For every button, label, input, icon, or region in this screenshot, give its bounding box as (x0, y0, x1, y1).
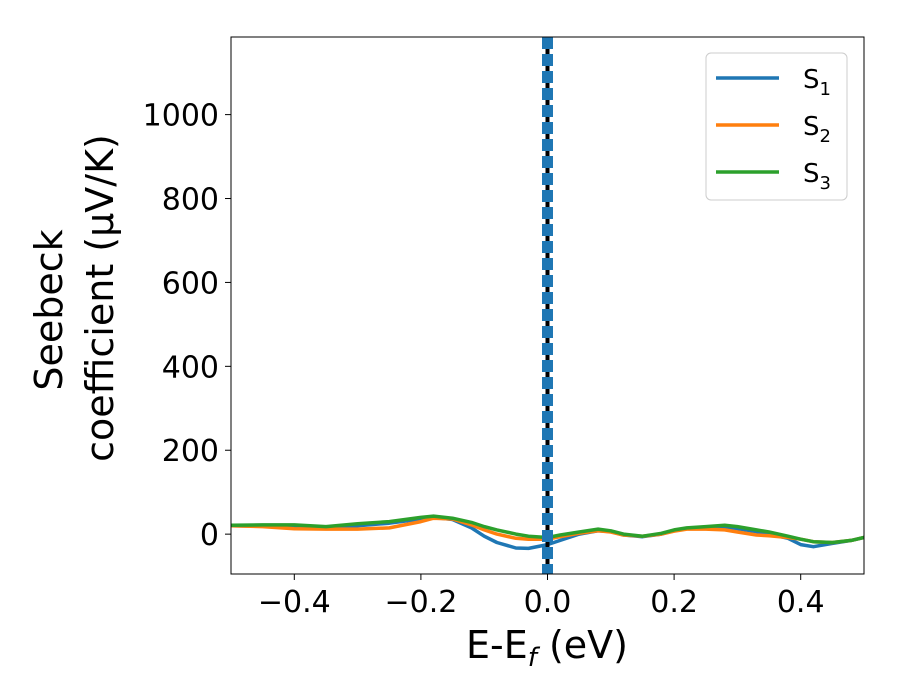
legend-label-main: S (803, 65, 820, 95)
x-tick-label: −0.4 (258, 585, 331, 620)
x-axis-label-unit: (eV) (537, 623, 628, 667)
x-tick-label: 0.4 (777, 585, 825, 620)
x-axis-label-main: E-E (466, 623, 528, 667)
y-tick-label: 0 (200, 518, 219, 553)
legend-label-main: S (803, 112, 820, 142)
y-tick-label: 400 (162, 350, 219, 385)
legend-label-sub: 1 (820, 79, 831, 100)
y-axis-label-line1: Seebeck (27, 229, 71, 390)
legend-label-s1: S1 (803, 65, 831, 100)
x-tick-label: −0.2 (384, 585, 457, 620)
series-line-s3 (231, 514, 864, 545)
legend-label-s3: S3 (803, 159, 831, 194)
legend-label-sub: 2 (820, 126, 831, 147)
legend-label-main: S (803, 159, 820, 189)
legend-label-sub: 3 (820, 173, 831, 194)
legend-label-s2: S2 (803, 112, 831, 147)
y-axis-label-line2: coefficient (μV/K) (78, 134, 122, 462)
series-group (231, 37, 864, 574)
x-axis-label: E-Ef (eV) (466, 623, 628, 673)
y-tick-label: 600 (162, 266, 219, 301)
y-tick-label: 800 (162, 183, 219, 218)
y-tick-label: 200 (162, 434, 219, 469)
x-tick-label: 0.0 (524, 585, 572, 620)
y-tick-label: 1000 (143, 99, 219, 134)
x-tick-label: 0.2 (650, 585, 698, 620)
